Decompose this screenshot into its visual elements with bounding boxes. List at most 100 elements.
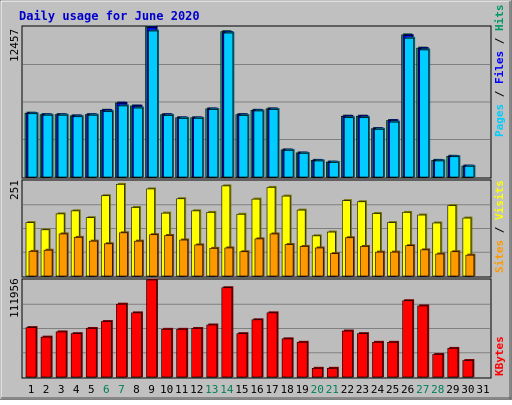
x-axis-labels: 1 2 3 4 5 6 7 8 9 10 11 12 13 14 15 16 17 18 19 20 21 22 23 24 2… <box>28 383 490 396</box>
bar-sites-day-20 <box>314 246 325 277</box>
x-tick-label-9: 9 <box>148 383 155 396</box>
legend-hits: Hits <box>493 5 506 32</box>
bar-kbytes-day-8 <box>131 311 143 378</box>
bar-sites-day-22 <box>345 236 355 277</box>
bar-sites-day-14 <box>224 246 235 277</box>
bar-pages-day-25 <box>389 120 401 178</box>
bar-kbytes-day-13 <box>206 323 219 378</box>
legend-visits-panel: Sites / Visits <box>493 180 506 273</box>
bar-kbytes-day-14 <box>221 286 234 378</box>
bar-pages-day-12 <box>193 116 205 178</box>
bar-pages-day-9 <box>148 29 160 178</box>
bar-sites-day-10 <box>164 234 175 277</box>
bar-sites-day-12 <box>194 243 205 277</box>
x-tick-label-21: 21 <box>326 383 339 396</box>
legend-pages: Pages <box>493 104 506 137</box>
bar-pages-day-30 <box>464 164 476 178</box>
bar-pages-day-18 <box>283 149 295 178</box>
bar-pages-day-4 <box>72 115 84 178</box>
x-tick-label-26: 26 <box>401 383 414 396</box>
bar-kbytes-day-2 <box>40 335 53 378</box>
bar-pages-day-10 <box>163 114 175 178</box>
bar-sites-day-16 <box>254 237 265 277</box>
bar-kbytes-day-11 <box>176 327 189 378</box>
x-tick-label-1: 1 <box>28 383 35 396</box>
bar-pages-day-21 <box>328 161 340 178</box>
bar-kbytes-day-12 <box>191 326 204 378</box>
bar-kbytes-day-10 <box>161 327 174 378</box>
bar-sites-day-18 <box>284 243 295 277</box>
legend-kbytes-panel: KBytes <box>493 336 506 376</box>
bar-sites-day-11 <box>179 238 190 277</box>
bar-pages-day-20 <box>313 159 325 178</box>
bar-kbytes-day-21 <box>326 366 339 378</box>
x-tick-label-29: 29 <box>446 383 459 396</box>
bar-sites-day-17 <box>269 232 280 277</box>
x-tick-label-5: 5 <box>88 383 95 396</box>
bar-pages-day-29 <box>449 155 461 178</box>
bar-pages-day-14 <box>223 31 235 178</box>
bar-sites-day-8 <box>134 239 144 277</box>
bar-sites-day-5 <box>88 239 99 277</box>
bar-kbytes-day-3 <box>55 330 68 378</box>
bar-pages-day-1 <box>27 112 39 178</box>
x-tick-label-2: 2 <box>43 383 50 396</box>
x-tick-label-15: 15 <box>235 383 248 396</box>
x-tick-label-13: 13 <box>205 383 218 396</box>
bar-sites-day-3 <box>58 232 69 277</box>
bar-pages-day-16 <box>253 109 265 178</box>
bar-kbytes-day-19 <box>296 340 309 378</box>
bar-sites-day-9 <box>149 233 160 277</box>
bar-kbytes-day-9 <box>146 278 159 378</box>
x-tick-label-14: 14 <box>220 383 234 396</box>
x-tick-label-24: 24 <box>371 383 385 396</box>
bar-pages-day-28 <box>434 159 446 178</box>
x-tick-label-28: 28 <box>431 383 444 396</box>
legend-visits: Visits <box>493 180 506 220</box>
x-tick-label-22: 22 <box>341 383 354 396</box>
bar-kbytes-day-24 <box>372 340 384 378</box>
panel-hits-max-label: 12457 <box>8 29 21 62</box>
x-tick-label-8: 8 <box>133 383 140 396</box>
x-tick-label-30: 30 <box>461 383 474 396</box>
x-tick-label-23: 23 <box>356 383 369 396</box>
x-tick-label-4: 4 <box>73 383 80 396</box>
bar-sites-day-21 <box>329 252 340 277</box>
bar-sites-day-7 <box>119 231 129 277</box>
bar-sites-day-4 <box>73 235 84 277</box>
bar-sites-day-27 <box>420 248 431 277</box>
chart-title: Daily usage for June 2020 <box>19 9 200 23</box>
bar-pages-day-27 <box>419 48 431 178</box>
bar-kbytes-day-4 <box>70 332 83 378</box>
bar-kbytes-day-5 <box>85 326 98 378</box>
bar-pages-day-2 <box>42 113 54 178</box>
bar-pages-day-5 <box>87 113 99 178</box>
bar-kbytes-day-18 <box>281 337 294 378</box>
x-tick-label-7: 7 <box>118 383 125 396</box>
legend-hits-panel: Pages / Files / Hits <box>493 5 506 138</box>
bar-kbytes-day-1 <box>25 326 38 378</box>
bar-sites-day-29 <box>450 250 461 277</box>
bar-pages-day-6 <box>103 110 114 178</box>
legend-sites: Sites <box>493 240 506 273</box>
bar-sites-day-15 <box>239 250 250 277</box>
bar-sites-day-25 <box>390 250 401 277</box>
x-tick-label-10: 10 <box>160 383 173 396</box>
bar-pages-day-8 <box>133 106 144 178</box>
bar-kbytes-day-28 <box>432 352 445 378</box>
legend-kbytes: KBytes <box>493 336 506 376</box>
bar-kbytes-day-25 <box>387 340 400 378</box>
bar-pages-day-23 <box>359 116 370 178</box>
bar-kbytes-day-26 <box>402 299 415 378</box>
bar-kbytes-day-7 <box>116 302 128 378</box>
x-tick-label-3: 3 <box>58 383 65 396</box>
panel-visits-max-label: 251 <box>8 180 21 200</box>
x-tick-label-27: 27 <box>416 383 429 396</box>
bar-sites-day-28 <box>435 252 446 277</box>
bar-kbytes-day-29 <box>447 346 460 378</box>
bar-kbytes-day-27 <box>417 304 430 378</box>
bar-kbytes-day-15 <box>236 332 249 378</box>
bar-sites-day-6 <box>104 242 114 277</box>
bar-sites-day-30 <box>465 253 476 277</box>
